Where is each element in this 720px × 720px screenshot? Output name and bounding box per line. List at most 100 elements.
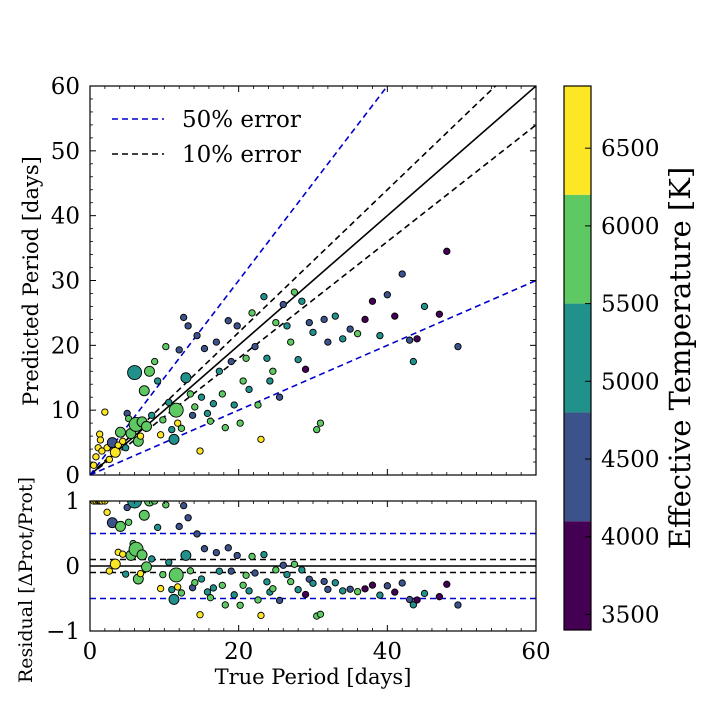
colorbar-label: Effective Temperature [K] (663, 167, 697, 549)
data-point (248, 309, 256, 317)
residual-point (177, 589, 186, 597)
residual-point (230, 591, 238, 599)
residual-point (251, 569, 259, 577)
residual-point (260, 550, 268, 559)
data-point (96, 436, 105, 444)
data-point (203, 409, 212, 418)
residual-point (162, 501, 170, 509)
residual-point (272, 566, 280, 574)
data-point (218, 390, 226, 398)
data-point (224, 317, 232, 325)
y-tick-label: 10 (51, 398, 80, 424)
residual-point (175, 522, 183, 531)
data-point (184, 322, 192, 330)
y-tick-label: 1 (65, 489, 80, 515)
colorbar-frame (563, 85, 592, 631)
main-y-axis-label: Predicted Period [days] (19, 156, 43, 406)
colorbar-tick-label: 5000 (601, 369, 660, 395)
data-point (316, 419, 325, 427)
data-point (151, 357, 159, 366)
residual-point (353, 587, 362, 596)
residual-point (122, 570, 130, 578)
data-point (298, 297, 306, 305)
residual-point (136, 569, 145, 578)
data-point (242, 354, 250, 362)
residual-point (290, 560, 299, 568)
y-tick-label: 40 (51, 204, 80, 230)
residual-point (141, 561, 152, 573)
data-point (420, 302, 429, 311)
data-point (136, 432, 145, 440)
residual-point (257, 611, 265, 620)
data-point (230, 401, 238, 409)
data-point (254, 401, 262, 409)
residual-point (215, 567, 223, 575)
residual-point (151, 501, 159, 505)
data-point (197, 393, 206, 401)
colorbar-bin (564, 86, 591, 195)
data-point (177, 424, 186, 432)
data-point (391, 312, 399, 320)
residual-point (339, 587, 347, 595)
colorbar-bin (564, 521, 591, 630)
residual-point (239, 581, 247, 589)
data-point (279, 300, 287, 309)
residual-point (174, 583, 182, 591)
colorbar-tick-label: 6000 (601, 214, 660, 240)
ref-line-plus-10pct (90, 86, 497, 475)
residual-point (200, 545, 209, 553)
main-data-points (90, 247, 462, 469)
data-point (105, 455, 113, 464)
residual-point (165, 558, 173, 566)
residual-point (138, 509, 150, 521)
colorbar-tick-label: 3500 (601, 602, 660, 628)
residual-point (206, 594, 215, 602)
colorbar-tick-label: 5500 (601, 292, 660, 318)
data-point (144, 365, 155, 377)
y-tick-label: 0 (65, 463, 80, 489)
residual-point (159, 570, 167, 579)
data-point (119, 437, 127, 445)
residual-point (409, 601, 417, 609)
residual-point (368, 581, 377, 589)
x-tick-label: 40 (373, 639, 402, 665)
data-point (313, 425, 321, 434)
residual-point (398, 579, 406, 587)
data-point (309, 328, 317, 337)
residual-point (197, 575, 206, 583)
data-point (209, 400, 218, 408)
residual-point (324, 585, 332, 594)
data-point (90, 461, 98, 469)
residual-point (127, 501, 143, 509)
data-point (92, 453, 100, 461)
data-point (301, 365, 310, 373)
colorbar-bin (564, 303, 591, 413)
colorbar: 3500 4000 4500 5000 5500 6000 6500 Effective T… (563, 85, 697, 631)
y-tick-label: 60 (51, 74, 80, 100)
residual-point (242, 571, 250, 579)
residual-point (435, 593, 444, 601)
data-point (115, 426, 126, 438)
data-point (127, 365, 143, 381)
residual-point (263, 578, 271, 586)
residual-panel: 0 20 40 60−101 Residual [ΔProt/Prot] True P… (15, 477, 551, 689)
data-point (175, 346, 183, 354)
residual-point (331, 579, 339, 587)
residual-point (186, 567, 195, 575)
residual-point (443, 580, 451, 588)
data-point (236, 419, 244, 427)
data-point (239, 377, 247, 385)
data-point (168, 425, 176, 434)
residual-point (254, 596, 262, 604)
data-point (272, 318, 280, 327)
y-tick-label: 30 (51, 269, 80, 295)
data-point (290, 288, 299, 296)
residual-point (193, 530, 201, 538)
data-point (405, 336, 414, 344)
residual-point (180, 549, 192, 561)
residual-point (218, 581, 226, 590)
data-point (368, 297, 377, 305)
residual-point (320, 577, 328, 586)
residual-point (287, 577, 295, 586)
residual-point (105, 567, 113, 575)
